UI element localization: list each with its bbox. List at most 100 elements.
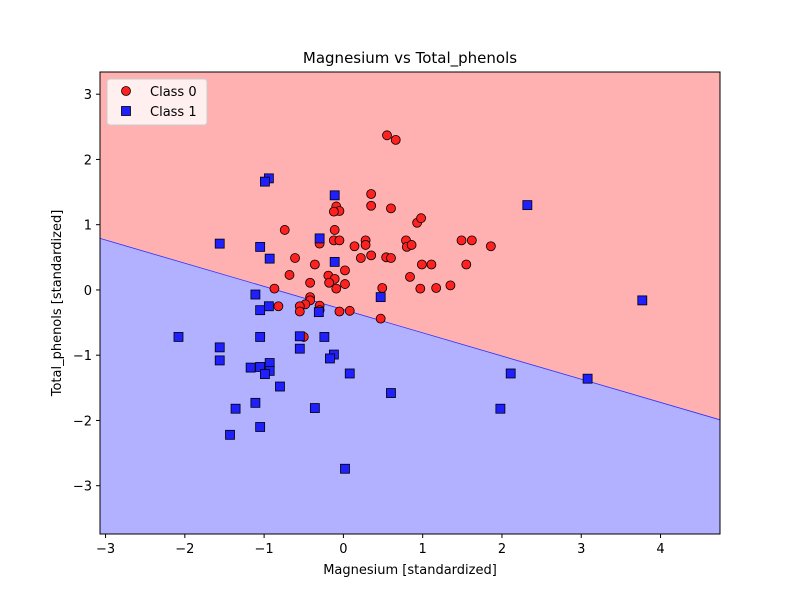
class-0-point-57	[375, 313, 386, 324]
y-tick-label-2: −1	[73, 349, 92, 364]
class-1-point-22	[325, 353, 335, 364]
class-0-point-11	[279, 225, 290, 235]
class-0-point-26	[466, 235, 477, 246]
class-1-point-9	[375, 292, 386, 303]
class-1-point-16	[255, 332, 266, 342]
x-tick-label-4: 1	[419, 542, 427, 557]
y-axis: −3 −2 −1 0 1 2 3	[73, 88, 100, 495]
y-tick-label-4: 1	[84, 219, 92, 234]
class-1-point-19	[214, 342, 225, 353]
class-0-point-44	[415, 283, 426, 294]
class-0-point-38	[305, 277, 316, 288]
class-0-point-29	[416, 259, 427, 270]
legend-class-1-marker-icon	[121, 106, 131, 116]
class-1-point-38	[255, 422, 266, 432]
class-0-point-18	[366, 250, 377, 261]
class-0-point-42	[405, 271, 415, 282]
class-1-point-11	[250, 289, 261, 300]
class-0-point-3	[366, 200, 377, 211]
class-0-point-54	[294, 306, 305, 317]
class-1-point-29	[344, 368, 355, 379]
class-1-point-1	[260, 176, 270, 187]
legend-class-1-label: Class 1	[150, 105, 197, 120]
legend: Class 0 Class 1	[106, 78, 208, 126]
class-1-point-8	[329, 256, 340, 267]
chart-title: Magnesium vs Total_phenols	[303, 49, 517, 68]
class-0-point-32	[309, 259, 320, 270]
class-0-point-46	[445, 280, 456, 291]
class-0-point-41	[269, 283, 280, 294]
class-0-point-10	[329, 225, 340, 235]
legend-class-0-marker-icon	[121, 86, 131, 96]
class-0-point-25	[456, 235, 467, 246]
legend-box	[106, 78, 208, 126]
class-0-point-27	[485, 241, 496, 252]
x-tick-label-2: −1	[255, 542, 274, 557]
class-1-point-10	[637, 295, 648, 306]
y-tick-label-1: −2	[73, 414, 92, 429]
class-1-point-13	[255, 305, 266, 316]
class-0-point-17	[360, 240, 371, 250]
class-1-point-2	[329, 190, 340, 201]
class-0-point-37	[324, 277, 335, 288]
x-tick-label-5: 2	[498, 542, 506, 557]
class-0-point-33	[340, 265, 350, 276]
class-0-point-4	[386, 203, 396, 214]
class-0-point-7	[328, 206, 339, 217]
plot-area	[99, 71, 721, 535]
class-0-point-45	[431, 283, 442, 293]
class-0-point-31	[290, 253, 300, 263]
class-1-point-3	[522, 200, 533, 211]
class-1-point-4	[314, 233, 325, 244]
class-1-point-32	[275, 381, 285, 392]
class-0-point-40	[331, 283, 342, 294]
class-0-point-1	[390, 134, 401, 145]
class-1-point-17	[294, 331, 305, 342]
class-0-point-2	[366, 189, 377, 199]
class-1-point-40	[340, 463, 350, 474]
class-1-point-25	[245, 362, 256, 373]
class-0-point-51	[273, 301, 284, 312]
class-0-point-55	[334, 306, 345, 317]
class-1-decision-region	[100, 238, 720, 534]
class-0-point-56	[344, 305, 355, 316]
class-0-point-34	[284, 270, 295, 280]
class-1-point-14	[313, 307, 324, 318]
class-1-point-34	[250, 397, 261, 408]
y-tick-label-0: −3	[73, 480, 92, 495]
plot-frame	[99, 71, 721, 535]
y-tick-label-6: 3	[84, 88, 92, 103]
data-points	[173, 130, 648, 474]
y-tick-label-3: 0	[84, 284, 92, 299]
class-1-point-39	[225, 429, 235, 440]
class-0-point-21	[386, 253, 396, 263]
y-tick-label-5: 2	[84, 153, 92, 168]
decision-boundary-line	[99, 238, 721, 421]
class-0-point-43	[377, 283, 388, 293]
class-1-point-35	[230, 403, 241, 414]
class-1-point-18	[319, 332, 330, 342]
x-tick-label-3: 0	[339, 542, 347, 557]
class-0-point-39	[340, 279, 350, 289]
x-tick-label-1: −2	[175, 542, 194, 557]
class-0-point-30	[426, 259, 437, 270]
class-1-point-37	[495, 403, 506, 414]
class-0-point-28	[461, 259, 472, 270]
x-tick-label-7: 4	[656, 542, 664, 557]
x-tick-label-6: 3	[577, 542, 585, 557]
class-1-point-28	[260, 369, 270, 380]
class-1-point-33	[386, 388, 396, 398]
y-axis-label: Total_phenols [standardized]	[50, 210, 65, 398]
class-0-point-15	[349, 241, 360, 252]
class-1-point-6	[255, 241, 266, 252]
class-1-point-12	[263, 301, 274, 312]
legend-class-0-label: Class 0	[150, 85, 197, 100]
class-1-point-5	[214, 238, 225, 249]
class-0-point-14	[334, 235, 345, 246]
class-0-point-9	[416, 213, 426, 224]
class-0-point-19	[355, 253, 366, 263]
class-1-point-30	[505, 368, 516, 379]
class-1-point-15	[173, 332, 184, 342]
class-1-point-36	[309, 403, 320, 413]
